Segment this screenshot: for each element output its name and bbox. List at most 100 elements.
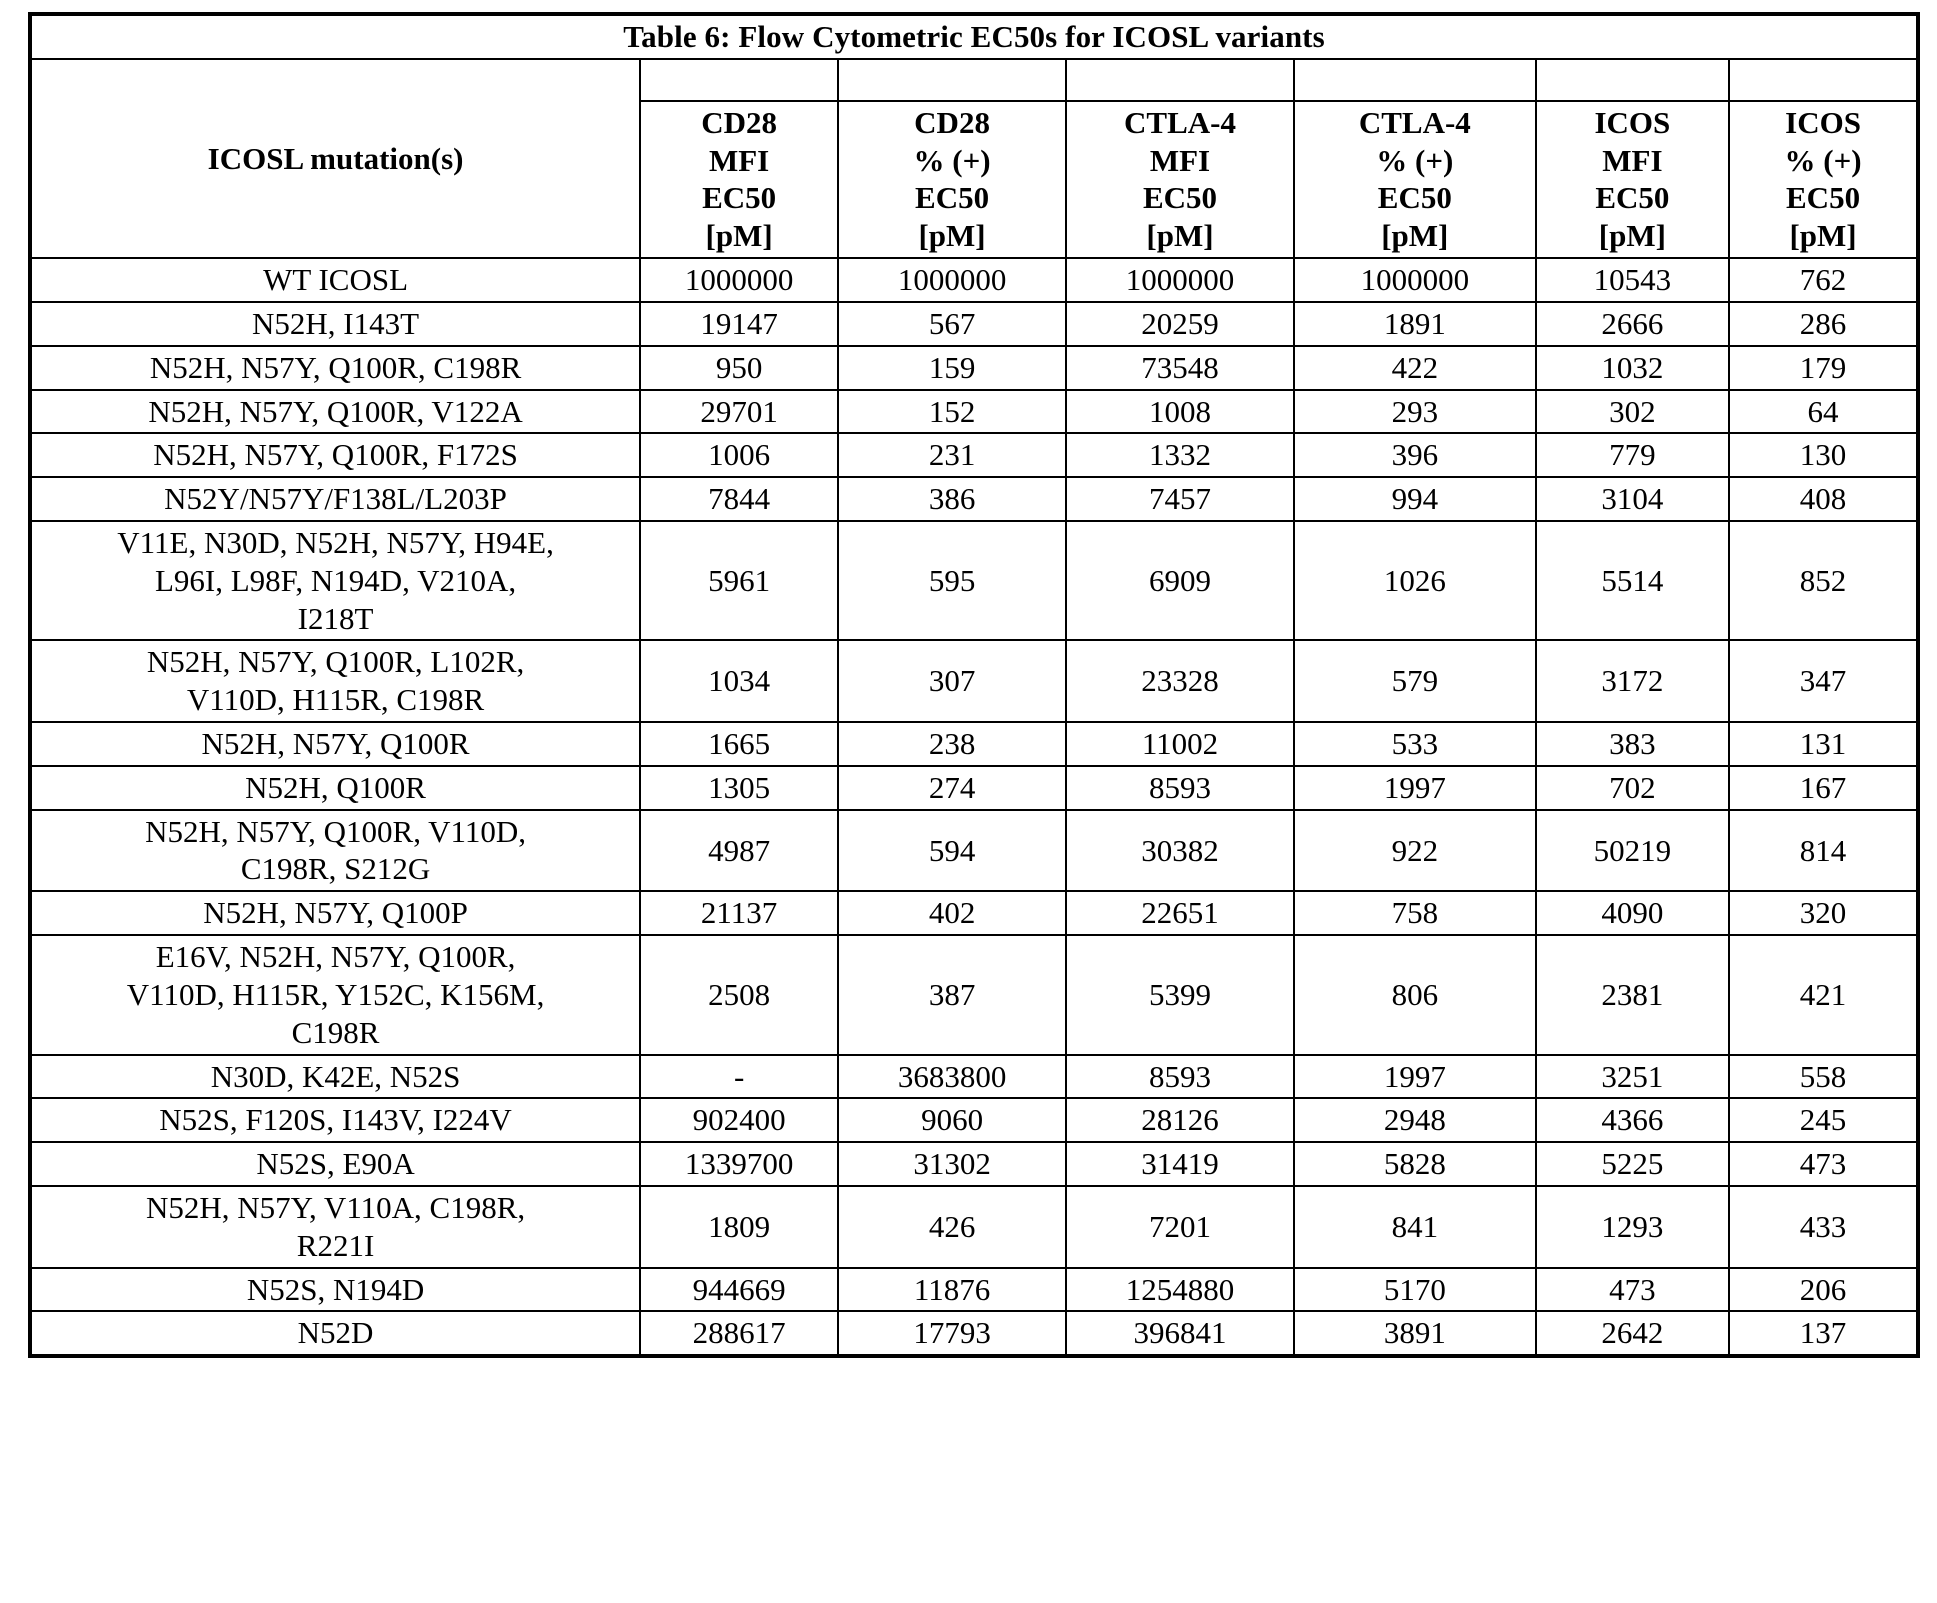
row-label-line: C198R	[36, 1014, 635, 1052]
table-cell-value: 2508	[640, 935, 838, 1054]
row-label-line: N52S, F120S, I143V, I224V	[36, 1101, 635, 1139]
table-cell-value: 4366	[1536, 1098, 1729, 1142]
row-label-mutations: N52H, N57Y, Q100P	[30, 891, 640, 935]
table-cell-value: 422	[1294, 346, 1536, 390]
table-cell-value: 7457	[1066, 477, 1294, 521]
table-cell-value: 274	[838, 766, 1066, 810]
header-line-2: % (+)	[843, 142, 1061, 180]
header-spacer-6	[1729, 59, 1918, 101]
table-row: N52H, N57Y, Q100R, F172S1006231133239677…	[30, 433, 1918, 477]
row-label-mutations: N52H, I143T	[30, 302, 640, 346]
table-cell-value: 408	[1729, 477, 1918, 521]
table-cell-value: 2381	[1536, 935, 1729, 1054]
table-cell-value: 1891	[1294, 302, 1536, 346]
table-cell-value: 814	[1729, 810, 1918, 892]
table-row: N52S, E90A1339700313023141958285225473	[30, 1142, 1918, 1186]
table-cell-value: -	[640, 1055, 838, 1099]
header-line-3: EC50	[645, 179, 833, 217]
row-label-mutations: WT ICOSL	[30, 258, 640, 302]
table-cell-value: 1034	[640, 640, 838, 722]
header-line-4: [pM]	[1299, 217, 1531, 255]
header-line-4: [pM]	[645, 217, 833, 255]
header-spacer-5	[1536, 59, 1729, 101]
table-cell-value: 852	[1729, 521, 1918, 640]
row-label-line: E16V, N52H, N57Y, Q100R,	[36, 938, 635, 976]
table-cell-value: 579	[1294, 640, 1536, 722]
table-cell-value: 426	[838, 1186, 1066, 1268]
table-cell-value: 1008	[1066, 390, 1294, 434]
table-cell-value: 1305	[640, 766, 838, 810]
table-cell-value: 779	[1536, 433, 1729, 477]
header-line-2: % (+)	[1299, 142, 1531, 180]
header-line-4: [pM]	[1071, 217, 1289, 255]
table-row: N52H, N57Y, Q100R, V122A2970115210082933…	[30, 390, 1918, 434]
table-cell-value: 302	[1536, 390, 1729, 434]
header-line-4: [pM]	[1541, 217, 1724, 255]
table-cell-value: 1665	[640, 722, 838, 766]
table-cell-value: 386	[838, 477, 1066, 521]
header-line-3: EC50	[843, 179, 1061, 217]
row-label-line: L96I, L98F, N194D, V210A,	[36, 562, 635, 600]
row-label-line: N52Y/N57Y/F138L/L203P	[36, 480, 635, 518]
row-label-line: N52H, N57Y, Q100P	[36, 894, 635, 932]
table-cell-value: 50219	[1536, 810, 1729, 892]
row-label-line: WT ICOSL	[36, 261, 635, 299]
row-label-mutations: N52S, E90A	[30, 1142, 640, 1186]
table-cell-value: 396	[1294, 433, 1536, 477]
table-cell-value: 1006	[640, 433, 838, 477]
header-line-3: EC50	[1734, 179, 1912, 217]
table-cell-value: 1000000	[640, 258, 838, 302]
table-row: N30D, K42E, N52S-3683800859319973251558	[30, 1055, 1918, 1099]
row-label-line: R221I	[36, 1227, 635, 1265]
table-cell-value: 5514	[1536, 521, 1729, 640]
column-header-ctla4-mfi: CTLA-4 MFI EC50 [pM]	[1066, 101, 1294, 258]
table-cell-value: 1997	[1294, 766, 1536, 810]
table-row: N52D2886171779339684138912642137	[30, 1311, 1918, 1356]
table-cell-value: 5170	[1294, 1268, 1536, 1312]
table-cell-value: 3251	[1536, 1055, 1729, 1099]
row-label-mutations: N52Y/N57Y/F138L/L203P	[30, 477, 640, 521]
table-cell-value: 30382	[1066, 810, 1294, 892]
table-cell-value: 5828	[1294, 1142, 1536, 1186]
header-line-3: EC50	[1299, 179, 1531, 217]
row-label-line: N52H, N57Y, Q100R, F172S	[36, 436, 635, 474]
table-cell-value: 702	[1536, 766, 1729, 810]
table-title-row: Table 6: Flow Cytometric EC50s for ICOSL…	[30, 14, 1918, 59]
table-cell-value: 3683800	[838, 1055, 1066, 1099]
table-cell-value: 293	[1294, 390, 1536, 434]
row-label-line: V110D, H115R, C198R	[36, 681, 635, 719]
table-row: N52H, N57Y, Q100R, L102R,V110D, H115R, C…	[30, 640, 1918, 722]
table-title: Table 6: Flow Cytometric EC50s for ICOSL…	[30, 14, 1918, 59]
table-cell-value: 5399	[1066, 935, 1294, 1054]
table-cell-value: 10543	[1536, 258, 1729, 302]
table-cell-value: 944669	[640, 1268, 838, 1312]
table-row: N52Y/N57Y/F138L/L203P7844386745799431044…	[30, 477, 1918, 521]
table-cell-value: 3104	[1536, 477, 1729, 521]
row-label-mutations: N52H, N57Y, Q100R, C198R	[30, 346, 640, 390]
row-label-line: N52H, Q100R	[36, 769, 635, 807]
header-line-2: % (+)	[1734, 142, 1912, 180]
table-cell-value: 8593	[1066, 1055, 1294, 1099]
table-header-row: ICOSL mutation(s)	[30, 59, 1918, 101]
table-cell-value: 159	[838, 346, 1066, 390]
column-header-cd28-mfi: CD28 MFI EC50 [pM]	[640, 101, 838, 258]
header-spacer-4	[1294, 59, 1536, 101]
header-line-2: MFI	[645, 142, 833, 180]
header-line-3: EC50	[1541, 179, 1724, 217]
table-cell-value: 4090	[1536, 891, 1729, 935]
header-line-1: CD28	[645, 104, 833, 142]
table-cell-value: 28126	[1066, 1098, 1294, 1142]
table-cell-value: 2948	[1294, 1098, 1536, 1142]
table-cell-value: 396841	[1066, 1311, 1294, 1356]
table-cell-value: 11876	[838, 1268, 1066, 1312]
row-label-mutations: N52H, N57Y, Q100R, L102R,V110D, H115R, C…	[30, 640, 640, 722]
table-cell-value: 950	[640, 346, 838, 390]
row-label-mutations: N52S, N194D	[30, 1268, 640, 1312]
table-cell-value: 130	[1729, 433, 1918, 477]
table-cell-value: 307	[838, 640, 1066, 722]
table-cell-value: 1254880	[1066, 1268, 1294, 1312]
table-cell-value: 21137	[640, 891, 838, 935]
table-cell-value: 594	[838, 810, 1066, 892]
table-cell-value: 994	[1294, 477, 1536, 521]
table-cell-value: 1000000	[1066, 258, 1294, 302]
